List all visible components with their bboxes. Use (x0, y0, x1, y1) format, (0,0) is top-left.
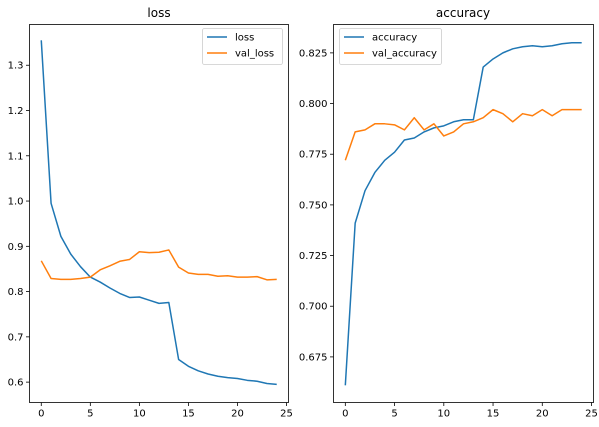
loss-x-tick-label: 15 (182, 409, 195, 420)
accuracy-series-accuracy (344, 41, 582, 386)
accuracy-series (344, 41, 582, 386)
accuracy-x-tick-label: 0 (342, 409, 348, 420)
accuracy-panel: accuracy 0 5 10 15 20 250.6750.7000.7250.7500… (299, 6, 598, 420)
accuracy-legend-box (339, 28, 442, 65)
accuracy-x-tick-label: 25 (585, 409, 598, 420)
accuracy-legend-label-val-accuracy: val_accuracy (372, 49, 437, 60)
accuracy-series-val-accuracy (344, 108, 582, 161)
accuracy-axes-frame (333, 24, 594, 403)
accuracy-x-tick-label: 15 (487, 409, 500, 420)
loss-y-tick-label: 1.3 (8, 61, 24, 72)
loss-legend-label-val-loss: val_loss (235, 49, 274, 60)
accuracy-y-tick-label: 0.725 (299, 251, 328, 262)
loss-y-tick-label: 1.1 (8, 151, 24, 162)
loss-x-tick-label: 20 (231, 409, 244, 420)
accuracy-y-tick-label: 0.750 (299, 200, 328, 211)
loss-legend-label-loss: loss (235, 33, 254, 44)
accuracy-ticks: 0 5 10 15 20 25 0.675 0.700 0.725 0.750 0.775 0.800… (299, 48, 598, 419)
loss-y-tick-label: 1.2 (8, 106, 24, 117)
accuracy-x-tick-label: 10 (437, 409, 450, 420)
loss-y-tick-label: 0.6 (8, 378, 24, 389)
loss-x-tick-label: 5 (87, 409, 93, 420)
accuracy-y-tick-label: 0.700 (299, 302, 328, 313)
accuracy-y-tick-label: 0.675 (299, 352, 328, 363)
accuracy-x-tick-label: 5 (391, 409, 397, 420)
loss-series (40, 40, 277, 386)
loss-y-tick-label: 1.0 (8, 197, 24, 208)
loss-x-tick-label: 10 (133, 409, 146, 420)
loss-axes-frame (29, 24, 289, 403)
loss-y-tick-label: 0.8 (8, 287, 24, 298)
accuracy-y-tick-label: 0.825 (299, 48, 328, 59)
accuracy-y-tick-label: 0.800 (299, 99, 328, 110)
loss-series-val-loss (40, 249, 277, 281)
accuracy-legend: accuracy val_accuracy (339, 28, 442, 65)
loss-ticks: 0 5 10 15 20 25 0.6 0.7 0.8 0.9 1.0 1.1 1.2 1.3 (8, 61, 293, 420)
loss-legend: loss val_loss (202, 28, 283, 65)
loss-chart-title: loss (147, 6, 170, 20)
loss-y-tick-label: 0.9 (8, 242, 24, 253)
loss-panel: loss 0 5 10 15 20 250.60.70.80.91.01.11.21.3 … (8, 6, 293, 420)
accuracy-y-tick-label: 0.775 (299, 150, 328, 161)
loss-x-tick-label: 0 (38, 409, 44, 420)
loss-x-tick-label: 25 (280, 409, 293, 420)
accuracy-x-tick-label: 20 (536, 409, 549, 420)
loss-y-tick-label: 0.7 (8, 332, 24, 343)
accuracy-legend-label-accuracy: accuracy (372, 33, 417, 44)
loss-series-loss (40, 40, 277, 386)
accuracy-chart-title: accuracy (436, 6, 490, 20)
